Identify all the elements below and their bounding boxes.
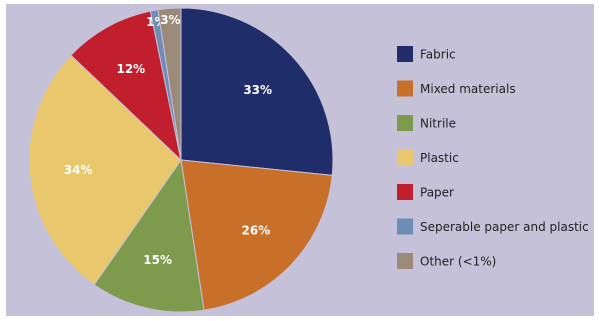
legend-swatch xyxy=(397,115,413,131)
legend-label: Nitrile xyxy=(420,117,456,131)
slice-label: 34% xyxy=(64,163,93,177)
pie-slice xyxy=(28,54,182,286)
legend-swatch xyxy=(397,184,413,200)
legend-swatch xyxy=(397,80,413,97)
legend-label: Seperable paper and plastic xyxy=(420,220,589,234)
slice-label: 26% xyxy=(242,224,271,238)
slice-label: 12% xyxy=(116,62,145,76)
slice-label: 15% xyxy=(143,253,172,267)
pie-slice xyxy=(157,7,182,161)
slice-label: 3% xyxy=(160,13,180,27)
pie-slice xyxy=(70,10,182,162)
legend: Fabric Mixed materials Nitrile Plastic Paper… xyxy=(397,46,589,269)
pie-slice xyxy=(180,159,333,311)
pie-slice xyxy=(93,158,205,313)
legend-swatch xyxy=(397,218,413,235)
legend-label: Other (<1%) xyxy=(420,255,496,269)
legend-label: Plastic xyxy=(420,151,459,165)
legend-swatch xyxy=(397,149,413,166)
legend-label: Mixed materials xyxy=(420,82,516,96)
pie-slice xyxy=(180,7,334,176)
legend-label: Fabric xyxy=(420,48,456,62)
legend-swatch xyxy=(397,46,413,62)
pie: 33%26%15%34%12%1%3% xyxy=(28,7,334,313)
legend-swatch xyxy=(397,253,413,269)
legend-label: Paper xyxy=(420,186,454,200)
slice-label: 33% xyxy=(243,83,272,97)
